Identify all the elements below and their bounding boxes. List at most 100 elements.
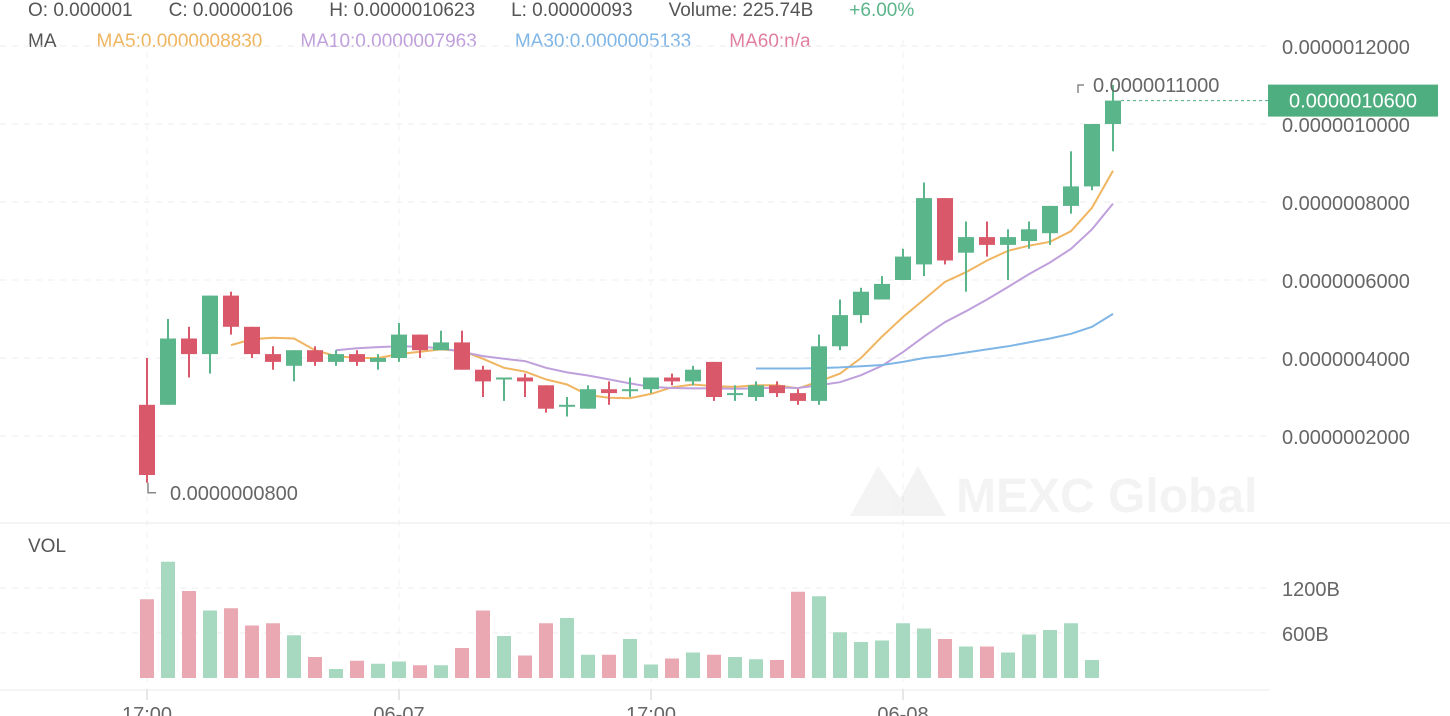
volume-bar [980, 646, 994, 678]
candle-body [1105, 100, 1121, 124]
volume-bar [875, 640, 889, 678]
volume-bar [770, 660, 784, 678]
candle-body [349, 354, 365, 362]
high-marker-arrow-icon [1077, 84, 1084, 93]
volume-bar [1043, 630, 1057, 678]
candle-body [1021, 229, 1037, 241]
volume-bar [1022, 634, 1036, 678]
candle-body [475, 369, 491, 382]
candle-body [1042, 205, 1058, 234]
candle-body [895, 256, 911, 280]
candle-body [958, 237, 974, 253]
mexc-logo-icon [850, 466, 946, 516]
volume-tick-label: 1200B [1282, 579, 1340, 601]
last-price-badge [1268, 84, 1438, 117]
volume-bar [791, 591, 805, 678]
candle-body [244, 326, 260, 355]
volume-bar [896, 623, 910, 678]
price-tick-label: 0.0000012000 [1282, 37, 1410, 59]
candle-body [811, 346, 827, 401]
candle-body [328, 354, 344, 362]
candle-body [685, 369, 701, 382]
candle-body [664, 377, 680, 382]
time-axis: 17:00 06-07 17:00 06-08 [122, 690, 929, 716]
volume-bar [266, 623, 280, 678]
candle-body [1063, 186, 1079, 206]
volume-bar [833, 632, 847, 678]
volume-bar [728, 657, 742, 678]
candle-body [370, 358, 386, 362]
volume-bar [1001, 652, 1015, 678]
candle-body [874, 283, 890, 300]
volume-bar [224, 608, 238, 678]
volume-bar [665, 658, 679, 678]
volume-label: VOL [28, 536, 66, 557]
volume-bars [140, 561, 1099, 678]
high-value: H: 0.0000010623 [329, 0, 476, 21]
volume-bar [644, 664, 658, 678]
candle-body [307, 350, 323, 362]
candle-body [454, 342, 470, 370]
volume-bar [140, 599, 154, 678]
candle-body [916, 198, 932, 265]
candle-body [139, 404, 155, 475]
volume-bar [308, 657, 322, 678]
ma-label: MA [28, 31, 57, 52]
candle-body [496, 377, 512, 380]
open-value: O: 0.000001 [28, 0, 133, 21]
volume-bar [1064, 623, 1078, 678]
volume-bar [938, 639, 952, 678]
ma10-value: MA10:0.0000007963 [300, 31, 477, 52]
low-marker-label: 0.0000000800 [170, 483, 298, 505]
ma-readout: MA MA5:0.0000008830 MA10:0.0000007963 MA30:… [28, 31, 849, 53]
volume-bar [581, 654, 595, 678]
candle-body [790, 393, 806, 401]
volume-bar [854, 642, 868, 678]
price-tick-label: 0.0000002000 [1282, 427, 1410, 449]
volume-bar [329, 669, 343, 678]
price-tick-label: 0.0000010000 [1282, 115, 1410, 137]
low-marker-arrow-icon [147, 482, 156, 494]
volume-bar [917, 628, 931, 678]
time-tick-label: 17:00 [122, 704, 172, 716]
mexc-watermark: MEXC Global [850, 466, 1257, 523]
volume-bar [476, 610, 490, 678]
price-axis: 0.0000012000 0.0000010000 0.0000008000 0.00… [1282, 37, 1410, 449]
low-value: L: 0.00000093 [511, 0, 633, 21]
volume-bar [434, 665, 448, 678]
volume-bar [623, 639, 637, 678]
candle-body [643, 377, 659, 390]
watermark-text: MEXC Global [956, 470, 1257, 523]
volume-bar [539, 623, 553, 678]
candle-body [1000, 237, 1016, 245]
close-value: C: 0.00000106 [168, 0, 294, 21]
volume-value: Volume: 225.74B [668, 0, 814, 21]
candle-body [181, 338, 197, 355]
candle-body [223, 295, 239, 327]
time-tick-label: 17:00 [626, 704, 676, 716]
volume-bar [371, 663, 385, 678]
volume-bar [287, 635, 301, 678]
high-marker-label: 0.0000011000 [1093, 75, 1219, 97]
volume-bar [203, 610, 217, 678]
volume-bar [161, 561, 175, 678]
volume-bar [602, 654, 616, 678]
time-tick-label: 06-07 [373, 704, 424, 716]
price-tick-label: 0.0000006000 [1282, 271, 1410, 293]
candle-body [433, 342, 449, 351]
ma30-line [756, 313, 1114, 370]
candle-body [160, 338, 176, 405]
volume-bar [182, 591, 196, 678]
volume-bar [392, 661, 406, 678]
volume-bar [350, 660, 364, 678]
volume-bar [518, 655, 532, 678]
candle-body [601, 389, 617, 394]
volume-bar [707, 654, 721, 678]
candle-body [559, 404, 575, 407]
volume-bar [749, 659, 763, 678]
candle-body [265, 354, 281, 362]
candle-body [517, 377, 533, 382]
volume-bar [686, 652, 700, 678]
volume-bar [560, 618, 574, 678]
